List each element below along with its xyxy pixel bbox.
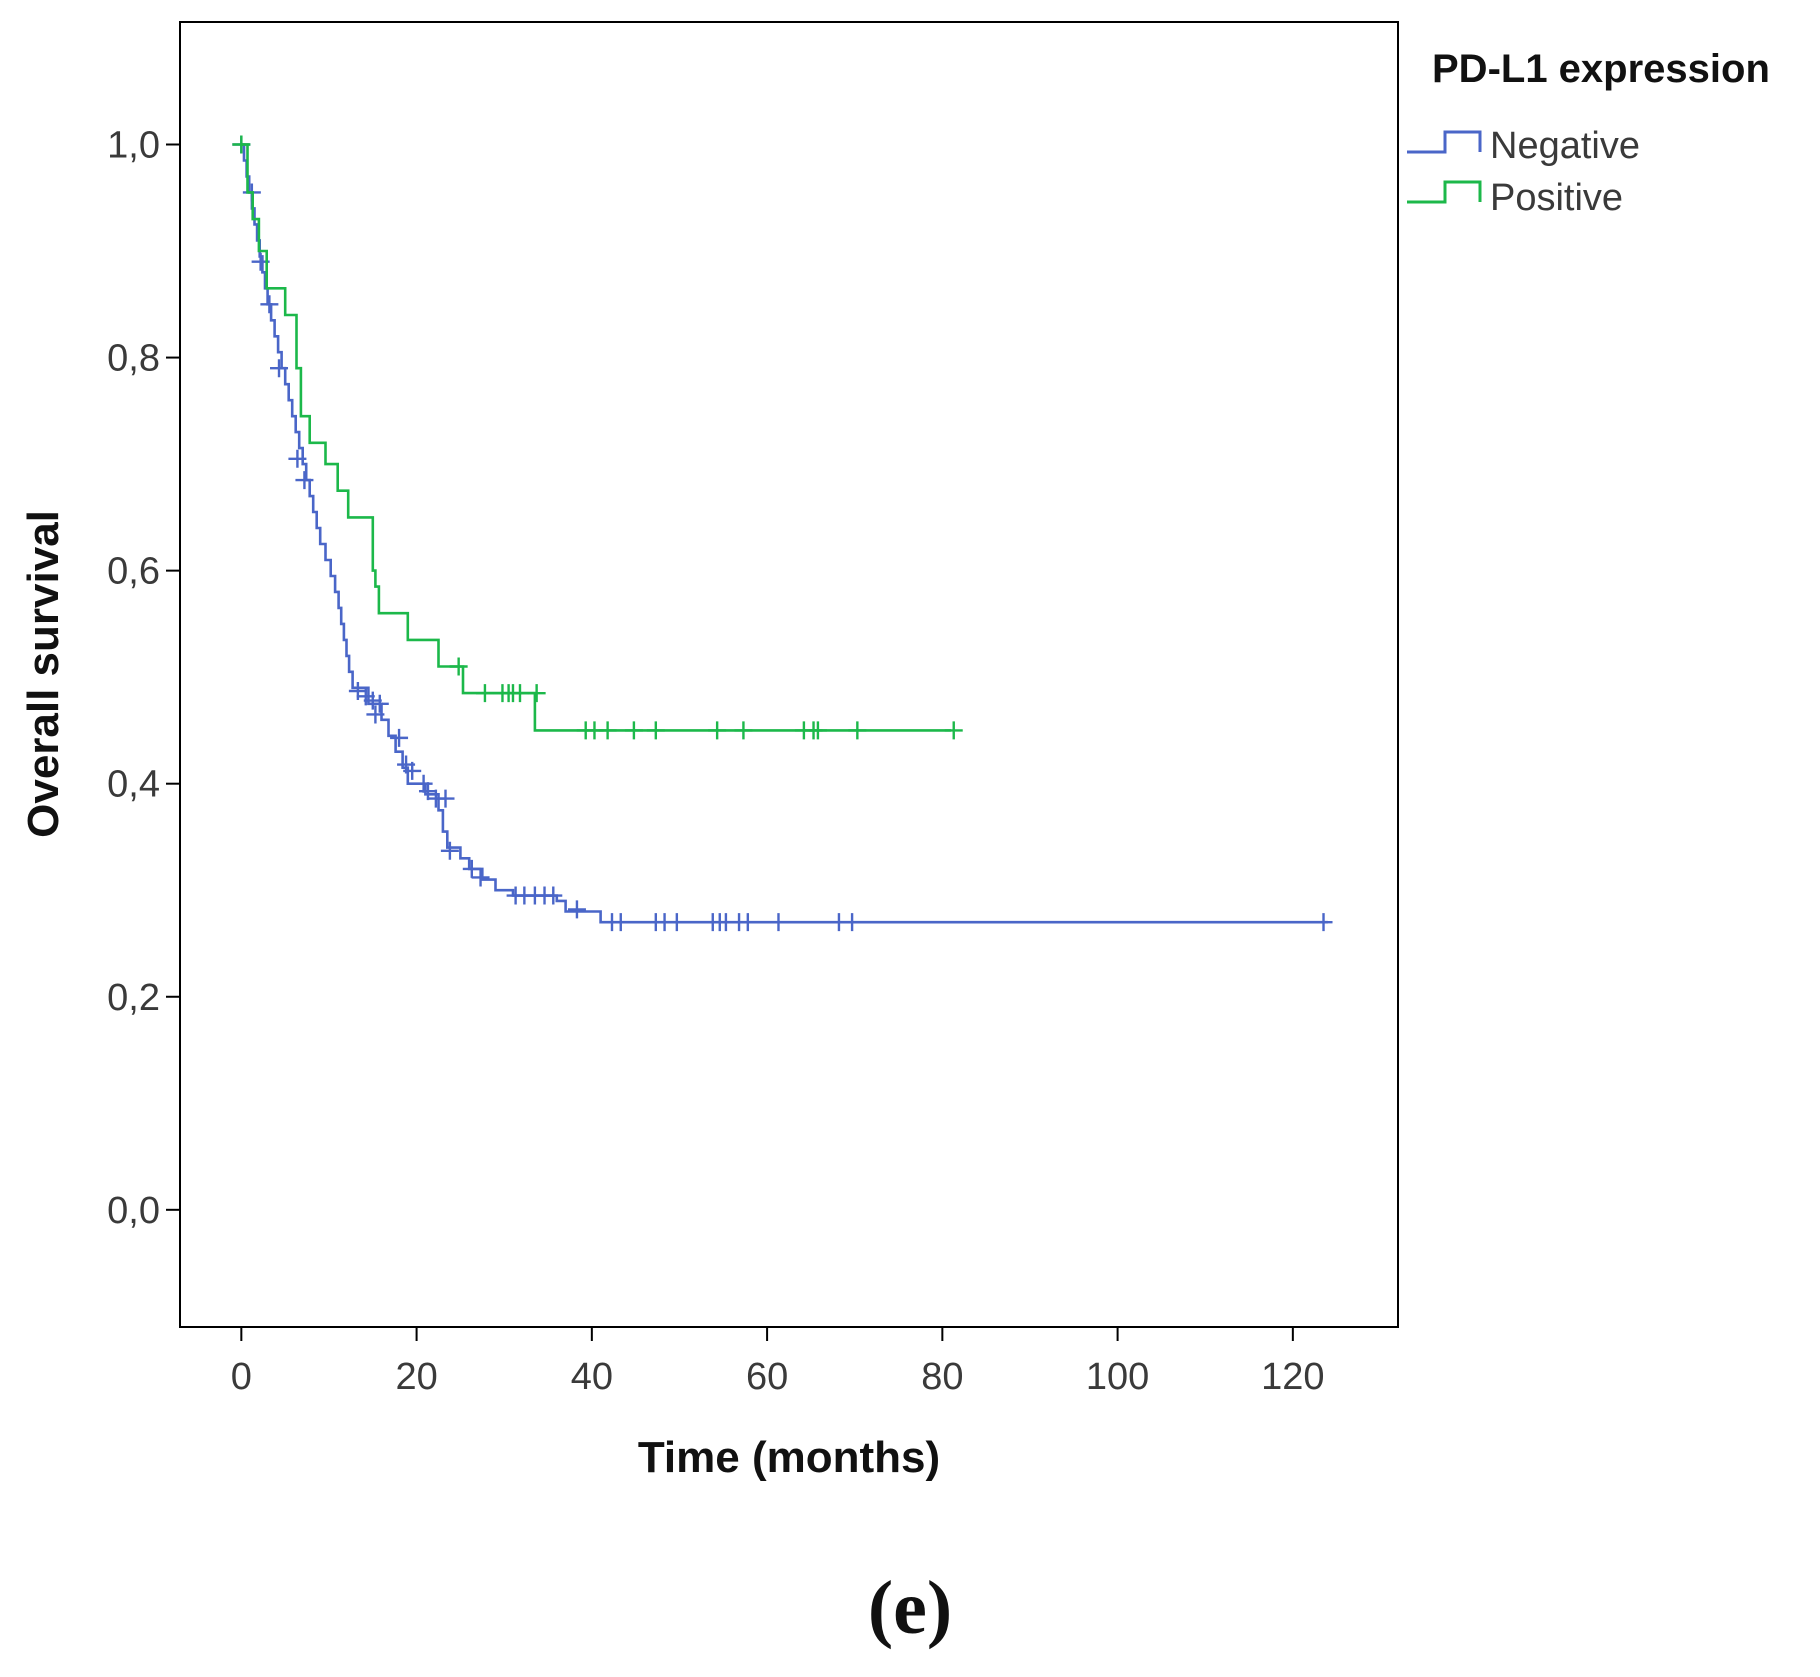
series-positive — [232, 135, 963, 740]
censor-mark-positive — [624, 721, 643, 740]
censor-mark-positive — [646, 721, 665, 740]
censor-mark-negative — [544, 886, 563, 905]
censor-mark-positive — [734, 721, 753, 740]
survival-curve-negative — [241, 143, 1328, 924]
censor-mark-positive — [475, 684, 494, 703]
legend-label-negative: Negative — [1490, 125, 1640, 167]
censor-mark-negative — [260, 295, 279, 314]
censor-mark-positive — [808, 721, 827, 740]
censor-mark-positive — [449, 657, 468, 676]
censor-mark-negative — [370, 694, 389, 713]
censor-mark-negative — [366, 705, 385, 724]
y-tick-label: 0,4 — [107, 764, 160, 806]
x-axis-title: Time (months) — [638, 1433, 940, 1482]
y-tick-label: 0,2 — [107, 977, 160, 1019]
censor-mark-negative — [567, 900, 586, 919]
censor-mark-negative — [667, 913, 686, 932]
censor-mark-negative — [436, 789, 455, 808]
censor-mark-positive — [510, 684, 529, 703]
censor-mark-negative — [769, 913, 788, 932]
legend: PD-L1 expression Negative Positive — [1407, 47, 1770, 219]
legend-swatch-negative — [1407, 130, 1482, 154]
plot-frame — [179, 21, 1399, 1328]
panel-label: (e) — [867, 1566, 953, 1650]
censor-mark-negative — [270, 359, 289, 378]
survival-curve-positive — [241, 143, 952, 732]
y-tick-label: 0,8 — [107, 338, 160, 380]
x-tick-label: 60 — [746, 1356, 788, 1398]
censor-mark-negative — [440, 841, 459, 860]
x-tick-label: 20 — [395, 1356, 437, 1398]
y-tick-label: 0,6 — [107, 551, 160, 593]
censor-mark-negative — [462, 859, 481, 878]
censor-mark-positive — [708, 721, 727, 740]
censor-mark-negative — [288, 449, 307, 468]
x-tick-label: 120 — [1261, 1356, 1324, 1398]
x-tick-label: 80 — [921, 1356, 963, 1398]
censor-mark-positive — [944, 721, 963, 740]
censor-mark-positive — [598, 721, 617, 740]
censor-mark-negative — [738, 913, 757, 932]
legend-label-positive: Positive — [1490, 177, 1623, 219]
censor-mark-positive — [527, 684, 546, 703]
y-axis-title: Overall survival — [19, 510, 68, 838]
censor-mark-positive — [232, 135, 251, 154]
legend-swatch-positive — [1407, 180, 1482, 204]
axis-ticks: 0 20 40 60 80 100 120 0,0 0,2 0,4 0,6 0,8 1,0 — [107, 125, 1324, 1398]
censor-mark-negative — [295, 471, 314, 490]
censor-mark-negative — [403, 761, 422, 780]
censor-mark-negative — [414, 774, 433, 793]
censor-mark-negative — [611, 913, 630, 932]
y-tick-label: 1,0 — [107, 125, 160, 167]
censor-mark-negative — [1314, 913, 1333, 932]
censor-mark-negative — [390, 728, 409, 747]
censor-mark-positive — [848, 721, 867, 740]
censor-mark-negative — [471, 868, 490, 887]
series-layer — [232, 135, 1333, 932]
y-tick-label: 0,0 — [107, 1190, 160, 1232]
censor-mark-negative — [418, 782, 437, 801]
censor-mark-negative — [843, 913, 862, 932]
legend-title: PD-L1 expression — [1432, 47, 1770, 91]
x-tick-label: 0 — [231, 1356, 252, 1398]
x-tick-label: 100 — [1086, 1356, 1149, 1398]
series-negative — [232, 135, 1333, 932]
x-tick-label: 40 — [571, 1356, 613, 1398]
